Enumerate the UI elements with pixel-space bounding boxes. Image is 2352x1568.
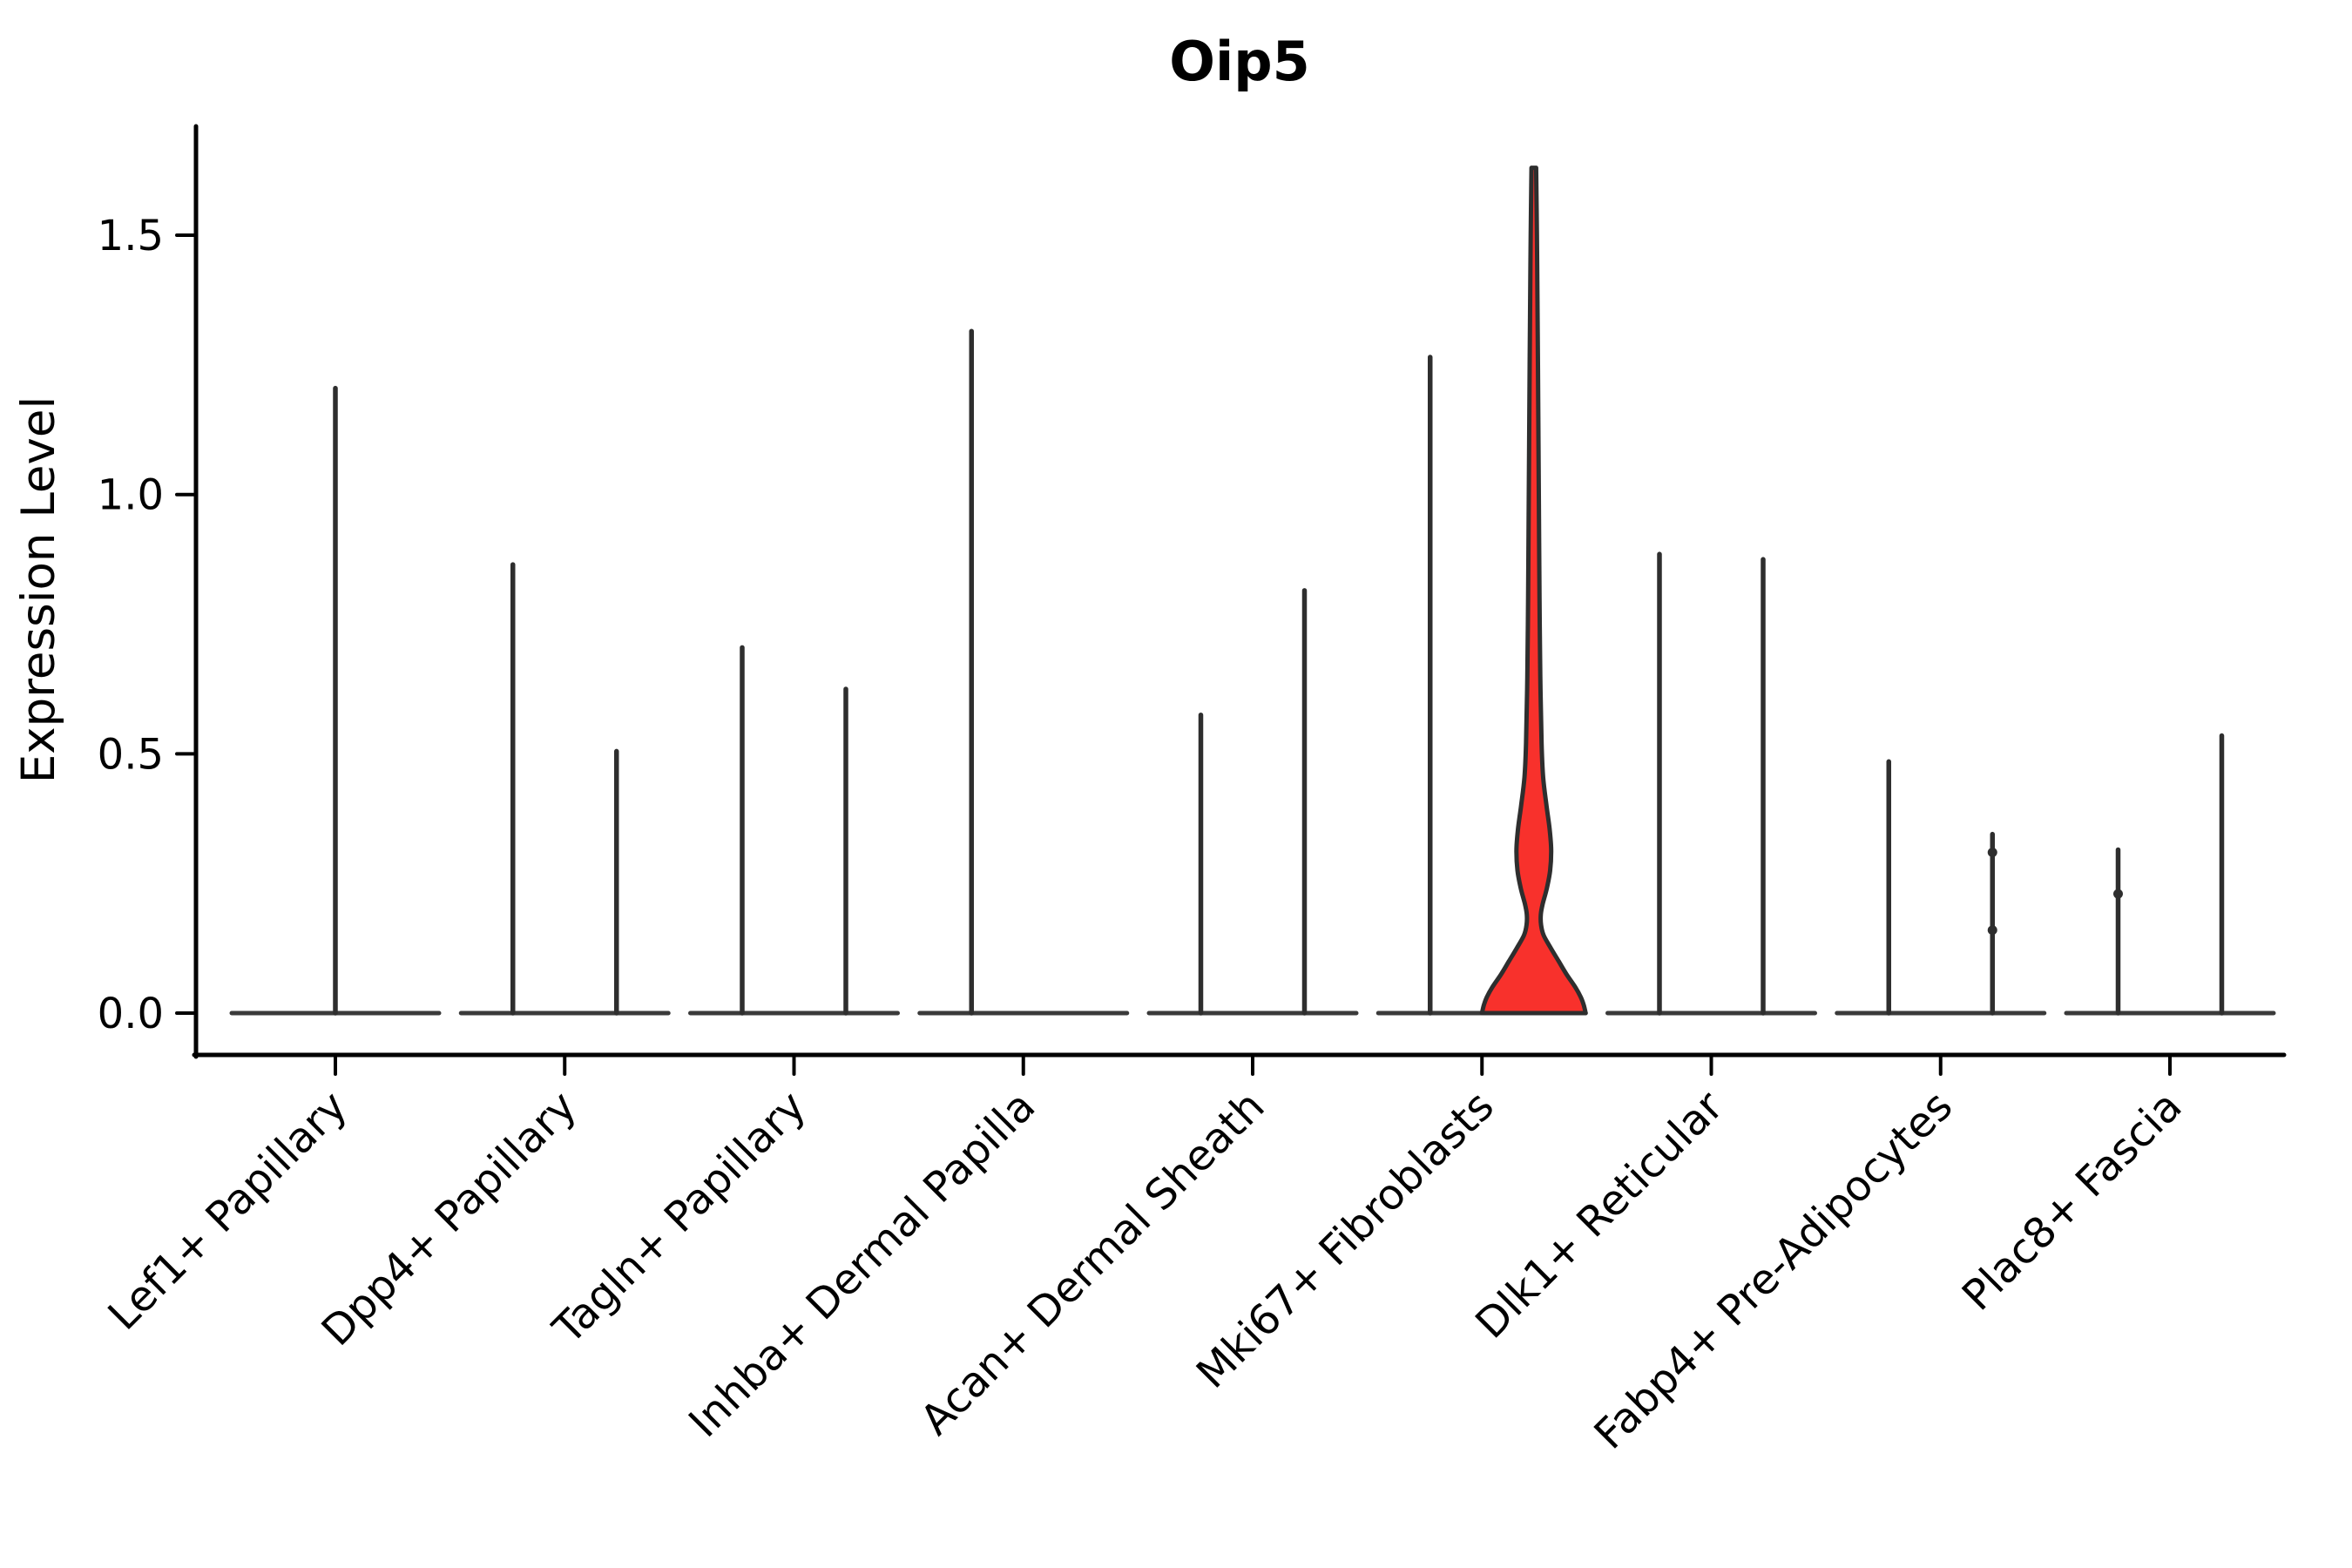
y-axis-label: Expression Level (12, 396, 65, 783)
axes-spines (192, 124, 2287, 1059)
x-tick-label: Plac8+ Fascia (1953, 1082, 2192, 1321)
x-tick-label: Dpp4+ Papillary (313, 1082, 586, 1355)
violin-knot-dot (1987, 847, 1997, 857)
x-tick-label: Lef1+ Papillary (99, 1082, 357, 1340)
y-tick-label: 0.0 (98, 990, 164, 1038)
x-tick-label: Tagln+ Papillary (544, 1082, 815, 1354)
violin-knot-dot (1987, 925, 1997, 936)
violins-layer (229, 166, 2276, 1016)
y-tick-label: 1.5 (98, 212, 164, 260)
plot-title: Oip5 (1169, 30, 1309, 93)
violin-knot-dot (2113, 889, 2123, 899)
violin-shape-highlight (1479, 166, 1588, 1016)
y-tick-label: 0.5 (98, 730, 164, 779)
y-tick-label: 1.0 (98, 471, 164, 520)
y-axis-ticks: 0.0 0.5 1.0 1.5 (98, 212, 198, 1038)
x-tick-label: Dlk1+ Reticular (1466, 1082, 1733, 1348)
